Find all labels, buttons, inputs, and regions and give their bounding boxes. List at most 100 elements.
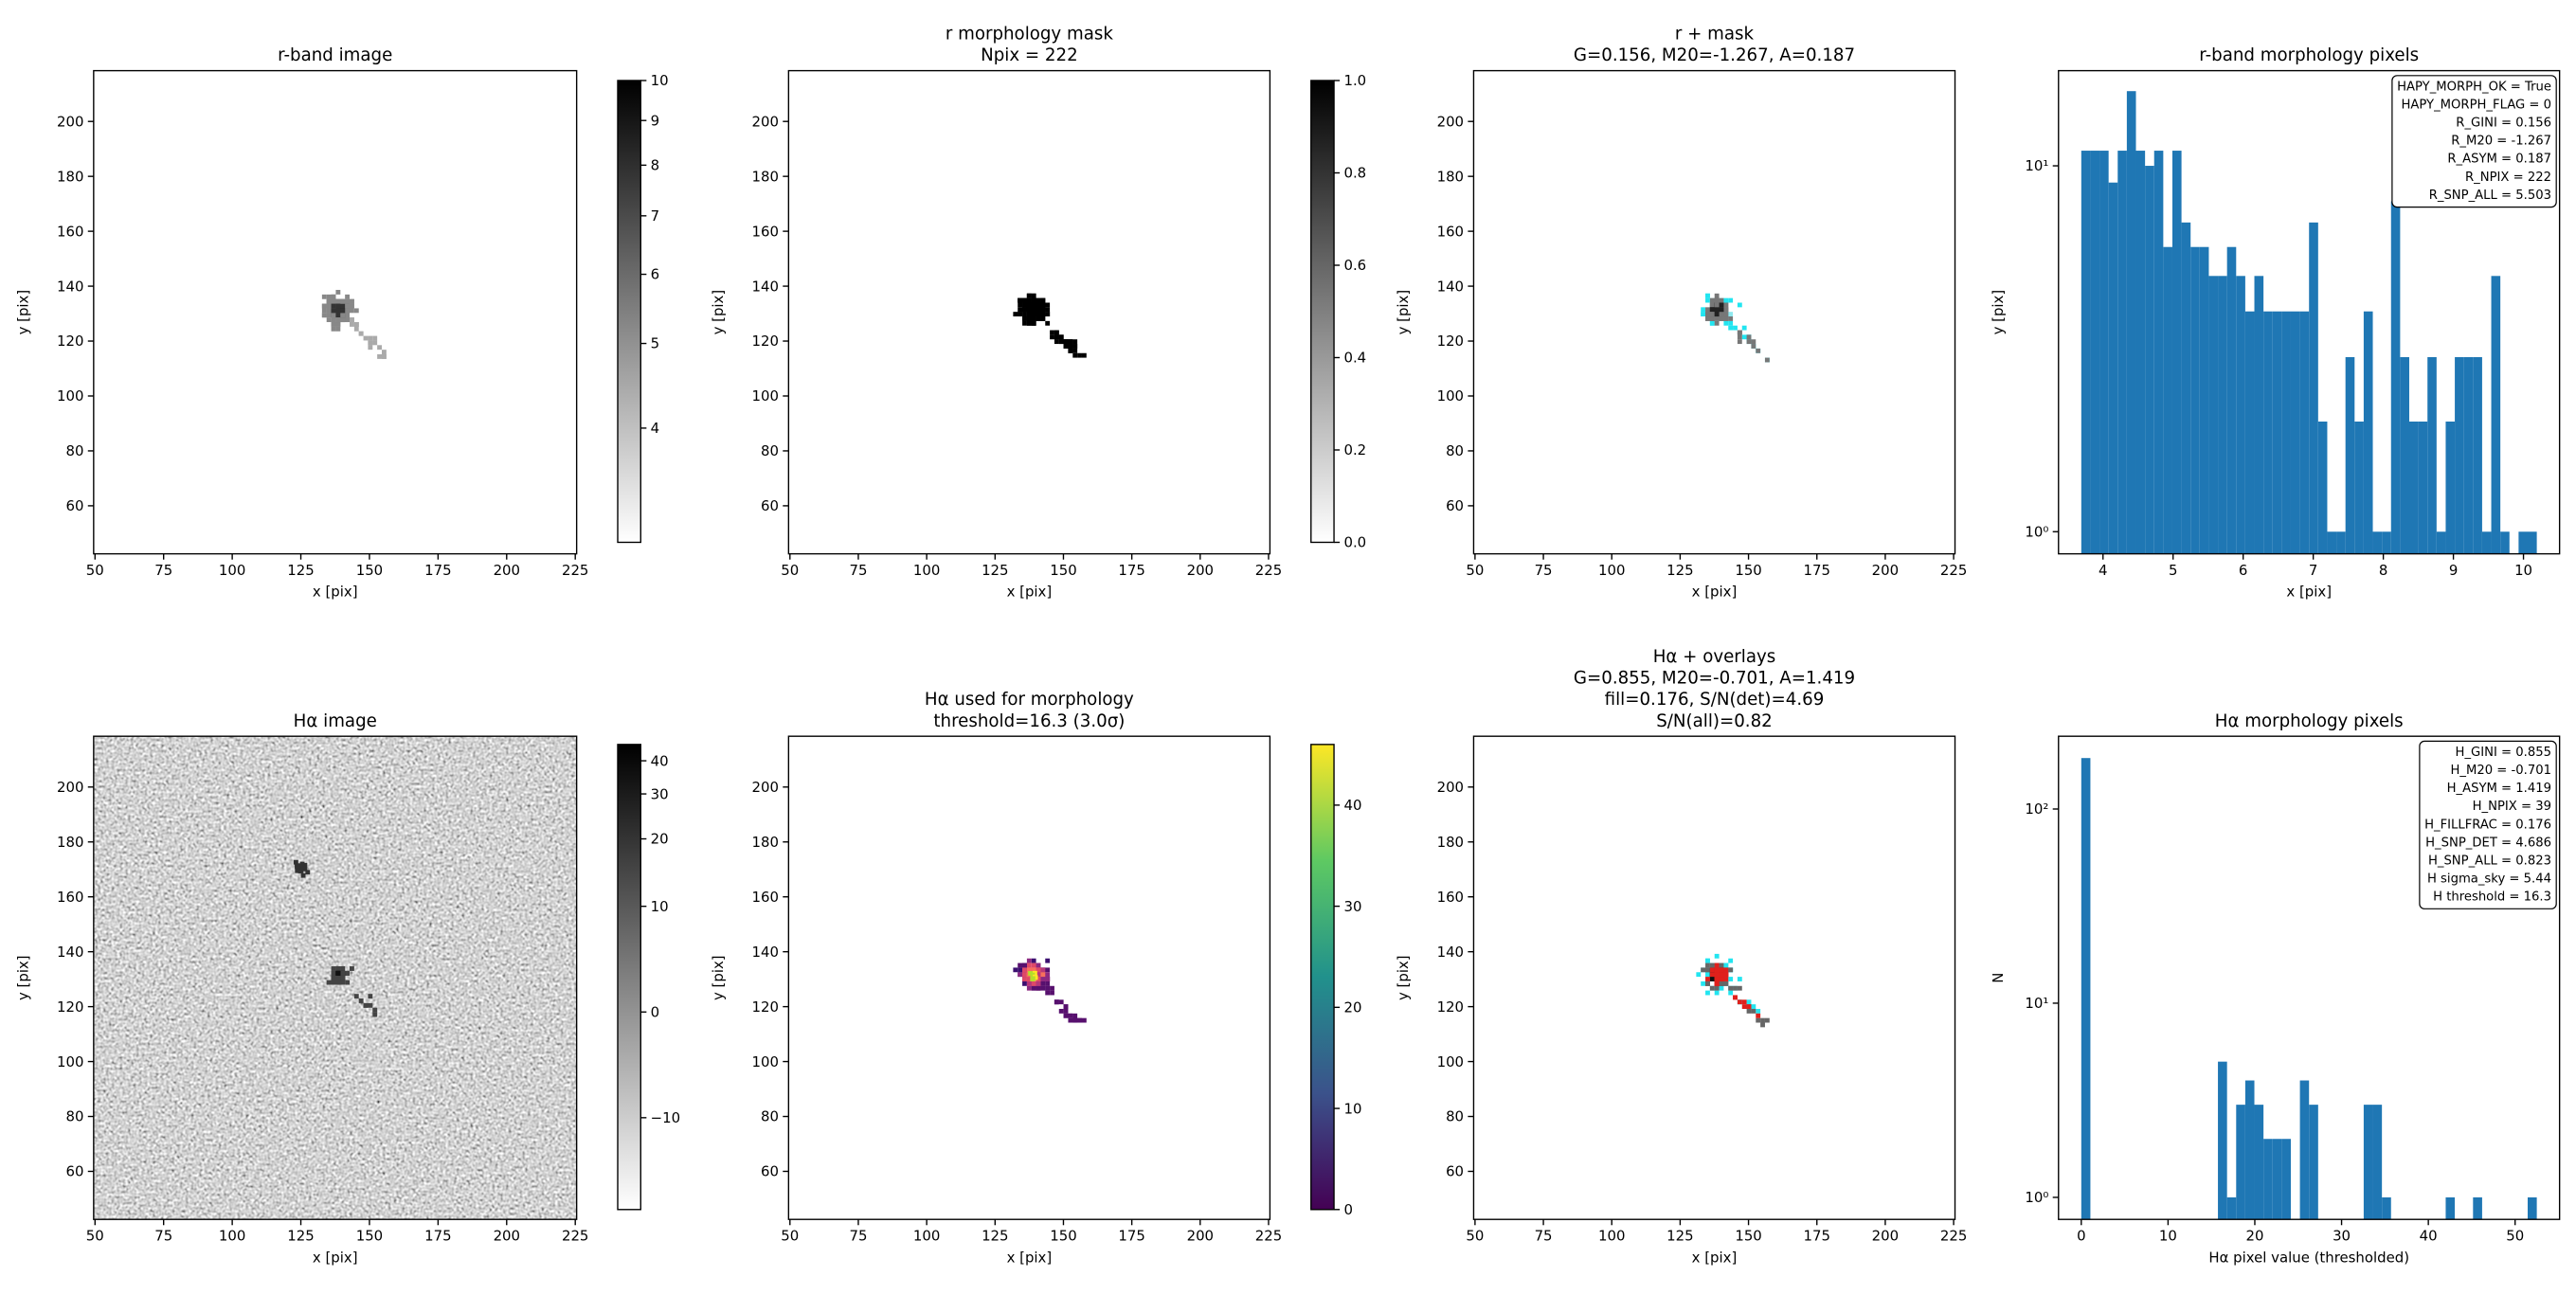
image-pixel xyxy=(335,313,341,318)
x-tick-label: 125 xyxy=(982,562,1008,579)
image-pixel xyxy=(1036,962,1041,968)
axes-title: Hα used for morphology xyxy=(925,690,1134,710)
image-pixel xyxy=(1036,967,1041,973)
image-pixel xyxy=(1719,302,1724,308)
x-tick-label: 75 xyxy=(1535,562,1553,579)
image-pixel xyxy=(1026,967,1032,973)
bar xyxy=(2408,421,2419,554)
y-tick-label: 10² xyxy=(2025,800,2048,818)
image-pixel xyxy=(1018,297,1023,303)
image-pixel xyxy=(1026,316,1032,321)
image-pixel xyxy=(1031,962,1036,968)
bar xyxy=(2363,1105,2373,1220)
annotation-line: H_GINI = 0.855 xyxy=(2456,746,2551,760)
annotation-line: R_NPIX = 222 xyxy=(2465,171,2551,185)
image-pixel xyxy=(1045,980,1051,986)
x-tick-label: 125 xyxy=(982,1228,1008,1245)
bar xyxy=(2518,531,2529,554)
plot-content xyxy=(2081,91,2537,554)
colorbar-tick-label: 7 xyxy=(651,207,659,225)
image-pixel xyxy=(1723,977,1729,981)
image-pixel xyxy=(350,308,354,314)
x-tick-label: 7 xyxy=(2309,562,2317,579)
image-pixel xyxy=(1031,985,1036,991)
image-pixel xyxy=(1728,320,1734,326)
image-pixel xyxy=(1022,320,1027,326)
image-pixel xyxy=(1751,344,1756,349)
image-pixel xyxy=(1036,297,1041,303)
image-pixel xyxy=(358,998,364,1003)
image-pixel xyxy=(1022,312,1027,317)
image-pixel xyxy=(1764,357,1770,363)
y-tick-label: 140 xyxy=(751,944,778,961)
x-tick-label: 50 xyxy=(1466,562,1484,579)
image-pixel xyxy=(1714,990,1720,996)
image-pixel xyxy=(1719,972,1724,978)
image-pixel xyxy=(1026,985,1032,991)
axes-frame xyxy=(1472,69,1956,555)
image-pixel xyxy=(1036,302,1041,308)
image-pixel xyxy=(293,859,298,865)
x-tick-label: 150 xyxy=(1050,1228,1076,1245)
bar xyxy=(2163,246,2172,554)
image-pixel xyxy=(1040,977,1046,981)
image-pixel xyxy=(1036,977,1041,981)
image-pixel xyxy=(1728,990,1734,996)
image-pixel xyxy=(1737,302,1742,308)
image-pixel xyxy=(1031,302,1036,308)
axes-title: Hα image xyxy=(294,711,377,731)
x-tick-label: 0 xyxy=(2077,1228,2085,1245)
image-pixel xyxy=(368,345,373,351)
image-pixel xyxy=(1068,339,1073,345)
image-pixel xyxy=(1026,320,1032,326)
x-tick-label: 175 xyxy=(1804,562,1830,579)
image-pixel xyxy=(1045,958,1051,963)
image-pixel xyxy=(1077,352,1082,358)
image-pixel xyxy=(372,1012,378,1017)
y-tick-label: 160 xyxy=(1437,889,1464,906)
bar xyxy=(2336,531,2346,554)
image-pixel xyxy=(1714,977,1720,981)
image-pixel xyxy=(1714,985,1720,991)
y-tick-label: 100 xyxy=(751,1053,778,1070)
image-pixel xyxy=(331,970,336,976)
bar xyxy=(2236,1105,2245,1220)
image-pixel xyxy=(335,980,341,985)
image-pixel xyxy=(1040,980,1046,986)
image-pixel xyxy=(368,1002,373,1008)
x-tick-label: 50 xyxy=(86,1228,104,1245)
bar xyxy=(2481,531,2492,554)
image-pixel xyxy=(1696,972,1702,978)
image-pixel xyxy=(1022,967,1027,973)
colorbar-tick-label: 0 xyxy=(651,1003,659,1020)
y-tick-label: 160 xyxy=(751,889,778,906)
y-axis-label: y [pix] xyxy=(710,290,727,335)
image-pixel xyxy=(331,298,336,304)
bar xyxy=(2263,1139,2273,1220)
bar xyxy=(2473,356,2482,554)
image-pixel xyxy=(372,1007,378,1013)
x-tick-label: 50 xyxy=(1466,1228,1484,1245)
annotation-line: H_NPIX = 39 xyxy=(2473,800,2551,814)
image-pixel xyxy=(1760,1022,1765,1028)
image-pixel xyxy=(1058,339,1064,345)
colorbar-tick-label: 0.8 xyxy=(1343,165,1366,182)
image-pixel xyxy=(1031,980,1036,986)
image-pixel xyxy=(1072,352,1078,358)
bar xyxy=(2528,1196,2537,1220)
y-tick-label: 180 xyxy=(57,834,83,851)
x-tick-label: 200 xyxy=(494,562,520,579)
image-pixel xyxy=(1723,297,1729,303)
x-tick-label: 40 xyxy=(2420,1228,2438,1245)
image-pixel xyxy=(1714,293,1720,298)
image-pixel xyxy=(1719,297,1724,303)
axes-title: G=0.855, M20=-0.701, A=1.419 xyxy=(1574,669,1855,689)
x-tick-label: 225 xyxy=(1940,562,1967,579)
axes-title: Hα morphology pixels xyxy=(2215,711,2404,731)
y-tick-label: 200 xyxy=(57,113,83,130)
axes-title: fill=0.176, S/N(det)=4.69 xyxy=(1605,690,1825,710)
image-pixel xyxy=(1714,302,1720,308)
bar xyxy=(2436,531,2446,554)
y-tick-label: 140 xyxy=(57,944,83,961)
